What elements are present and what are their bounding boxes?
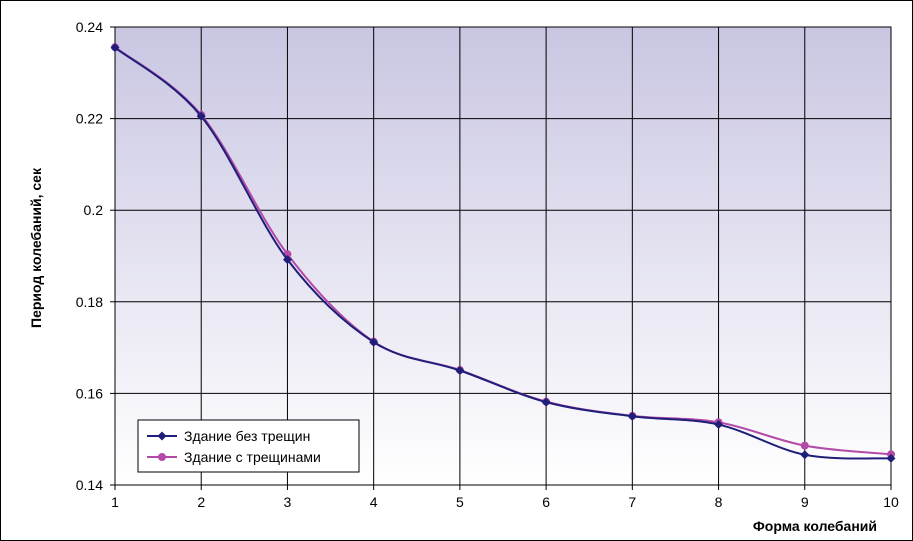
x-tick-label: 4 xyxy=(370,494,378,510)
data-point xyxy=(369,337,379,347)
x-tick-label: 6 xyxy=(542,494,550,510)
data-point xyxy=(196,111,206,121)
x-tick-label: 10 xyxy=(883,494,899,510)
y-axis-ticks: 0.14 0.16 0.18 0.2 0.22 0.24 xyxy=(76,19,115,493)
plot-area xyxy=(115,27,891,485)
x-tick-label: 8 xyxy=(715,494,723,510)
x-tick-label: 1 xyxy=(111,494,119,510)
data-point xyxy=(714,420,724,430)
x-axis-title: Форма колебаний xyxy=(753,518,877,534)
legend: Здание без трещин Здание с трещинами xyxy=(137,419,360,473)
legend-marker-2 xyxy=(158,453,166,461)
x-tick-label: 9 xyxy=(801,494,809,510)
legend-label-1: Здание без трещин xyxy=(184,428,310,444)
y-tick-label: 0.22 xyxy=(76,111,103,127)
data-point xyxy=(110,43,120,53)
gridlines xyxy=(114,26,892,486)
x-tick-label: 3 xyxy=(284,494,292,510)
series-group xyxy=(110,43,896,463)
y-tick-label: 0.2 xyxy=(84,202,104,218)
plot-frame xyxy=(114,26,892,486)
legend-label-2: Здание с трещинами xyxy=(184,449,321,465)
x-tick-label: 5 xyxy=(456,494,464,510)
legend-item-1: Здание без трещин xyxy=(147,428,310,444)
data-point xyxy=(800,450,810,460)
series-line xyxy=(114,46,892,460)
data-point xyxy=(282,255,292,265)
y-tick-label: 0.24 xyxy=(76,19,103,35)
legend-marker-1 xyxy=(157,431,167,441)
legend-item-2: Здание с трещинами xyxy=(147,449,321,465)
legend-box xyxy=(137,419,360,473)
data-point xyxy=(800,441,809,450)
data-point xyxy=(886,453,896,463)
x-tick-label: 2 xyxy=(197,494,205,510)
data-point xyxy=(627,411,637,421)
x-tick-label: 7 xyxy=(628,494,636,510)
x-axis-ticks: 1 2 3 4 5 6 7 8 9 10 xyxy=(111,485,899,510)
data-point xyxy=(541,397,551,407)
y-tick-label: 0.18 xyxy=(76,294,103,310)
series-1 xyxy=(110,43,896,463)
y-axis-title: Период колебаний, сек xyxy=(28,167,44,328)
data-point xyxy=(455,366,465,375)
y-tick-label: 0.14 xyxy=(76,477,103,493)
y-tick-label: 0.16 xyxy=(76,385,103,401)
